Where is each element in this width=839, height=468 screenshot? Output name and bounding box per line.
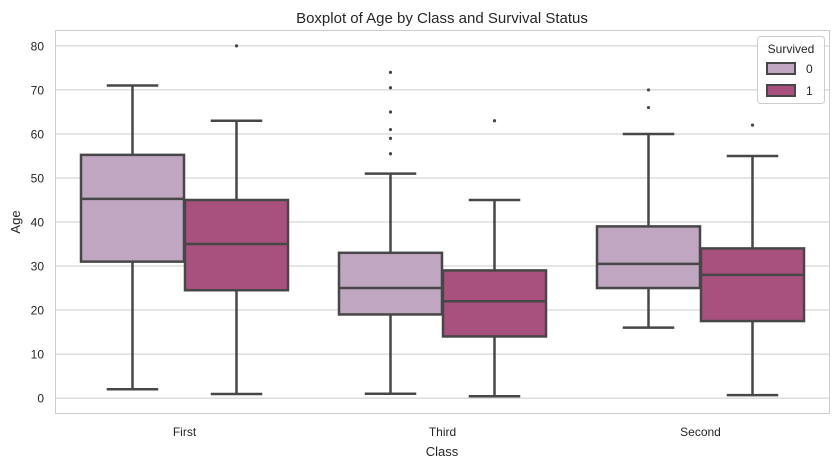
box-groups — [79, 44, 806, 398]
box-second-survived-1 — [699, 123, 806, 397]
y-tick-label: 80 — [31, 39, 45, 53]
plot-frame — [55, 30, 830, 414]
legend-swatch-1 — [766, 84, 796, 97]
legend-swatch-0 — [766, 62, 796, 75]
outlier-point — [750, 123, 755, 127]
y-tick-label: 70 — [31, 83, 45, 97]
y-tick-label: 0 — [37, 392, 44, 406]
y-tick-label: 60 — [31, 127, 45, 141]
legend-label-1: 1 — [806, 84, 813, 98]
box-iqr — [337, 251, 444, 316]
y-tick-label: 50 — [31, 171, 45, 185]
outlier-point — [388, 70, 393, 74]
y-tick-label: 10 — [31, 348, 45, 362]
x-axis-label: Class — [426, 444, 459, 459]
legend: Survived 0 1 — [757, 36, 825, 104]
y-tick-label: 30 — [31, 260, 45, 274]
y-tick-label: 20 — [31, 304, 45, 318]
y-axis-ticks: 0 10 20 30 40 50 60 70 80 — [31, 39, 45, 405]
outlier-point — [388, 136, 393, 140]
box-second-survived-0 — [595, 88, 702, 329]
outlier-point — [492, 119, 497, 123]
outlier-point — [388, 152, 393, 156]
outlier-point — [388, 127, 393, 132]
box-third-survived-1 — [441, 119, 548, 398]
box-iqr — [441, 269, 548, 338]
chart-title: Boxplot of Age by Class and Survival Sta… — [296, 10, 588, 27]
legend-title: Survived — [768, 42, 815, 56]
outlier-point — [646, 88, 651, 92]
x-tick-label: First — [173, 425, 197, 439]
box-first-survived-0 — [79, 84, 186, 391]
x-tick-label: Second — [680, 425, 721, 439]
box-third-survived-0 — [337, 70, 444, 395]
outlier-point — [388, 86, 393, 90]
box-iqr — [595, 225, 702, 290]
box-iqr — [79, 153, 186, 263]
y-axis-label: Age — [8, 210, 23, 233]
x-axis-ticks: First Third Second — [173, 425, 721, 439]
legend-label-0: 0 — [806, 62, 813, 76]
y-tick-label: 40 — [31, 216, 45, 230]
outlier-point — [646, 105, 651, 110]
outlier-point — [234, 44, 239, 48]
box-iqr — [699, 247, 806, 323]
x-tick-label: Third — [429, 425, 456, 439]
outlier-point — [388, 110, 393, 114]
box-first-survived-1 — [183, 44, 290, 396]
